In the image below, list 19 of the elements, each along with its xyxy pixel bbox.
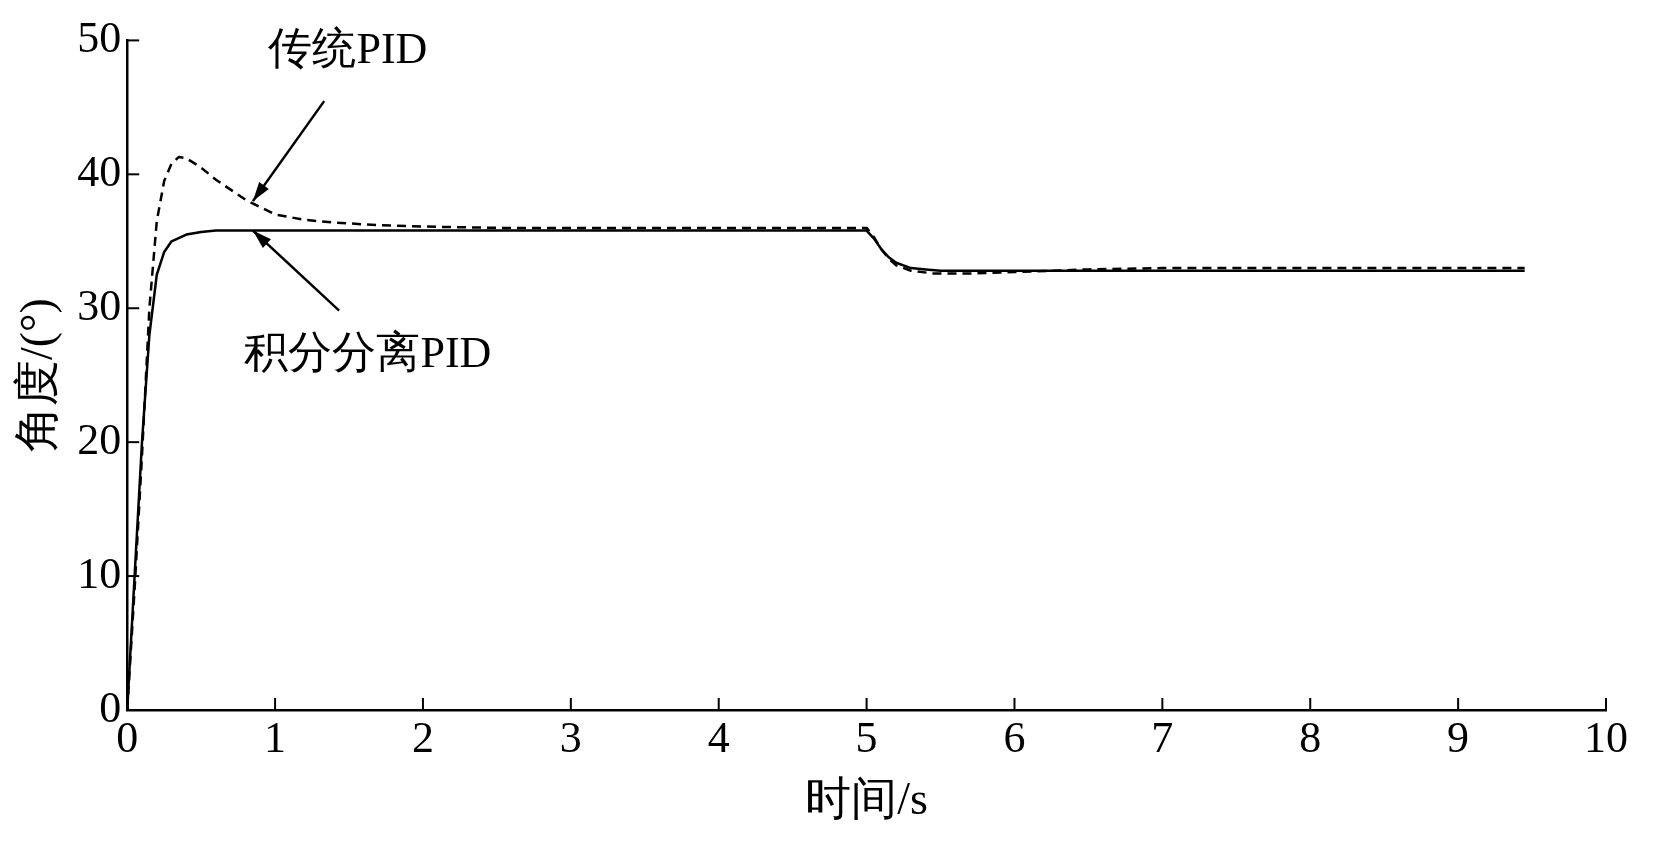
x-tick-label: 5	[855, 712, 878, 762]
y-tick-label: 10	[77, 548, 122, 598]
x-tick-label: 10	[1584, 712, 1628, 762]
y-tick-label: 40	[77, 146, 122, 196]
x-tick-label: 4	[707, 712, 730, 762]
x-tick-label: 8	[1299, 712, 1322, 762]
x-tick-label: 3	[559, 712, 582, 762]
x-tick-label: 2	[411, 712, 434, 762]
x-tick-label: 1	[264, 712, 287, 762]
x-tick-label: 6	[1003, 712, 1026, 762]
y-tick-label: 50	[77, 12, 122, 62]
annotation: 积分分离PID	[244, 328, 492, 378]
y-tick-label: 30	[77, 280, 122, 330]
annotation: 传统PID	[268, 23, 428, 73]
y-axis-title: 角度/(°)	[10, 298, 62, 453]
y-tick-label: 20	[77, 414, 122, 464]
x-tick-label: 9	[1447, 712, 1470, 762]
x-tick-label: 7	[1151, 712, 1174, 762]
x-axis-title: 时间/s	[805, 773, 928, 825]
